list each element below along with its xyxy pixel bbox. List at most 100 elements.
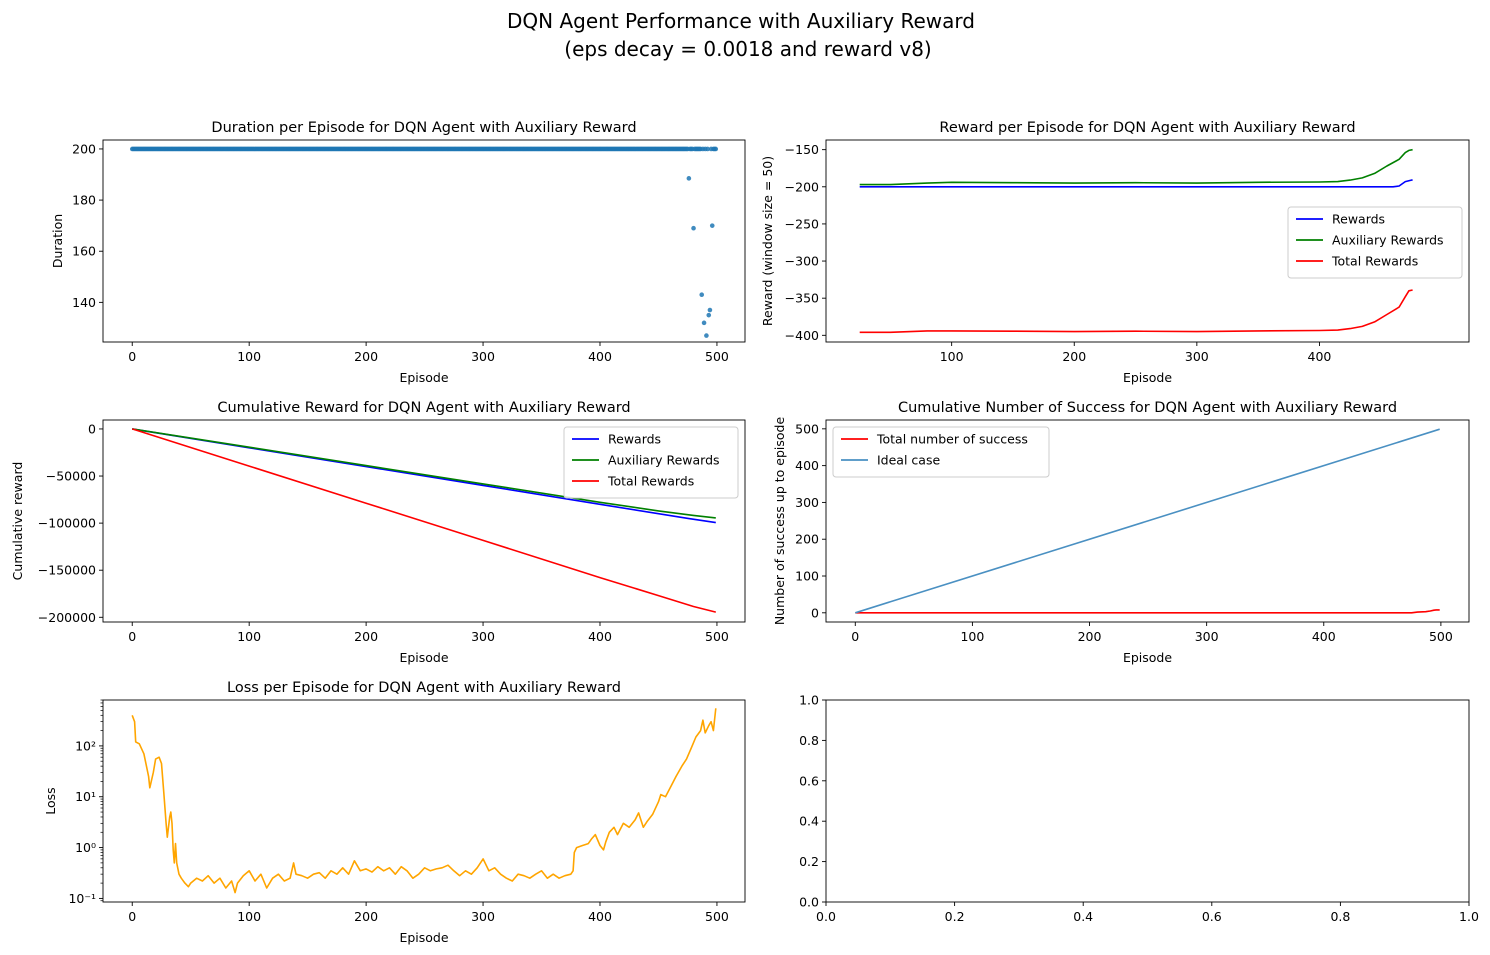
y-tick-label: 10⁰: [75, 840, 96, 855]
y-tick-label: 0.0: [799, 895, 819, 910]
legend: Total number of success Ideal case: [832, 426, 1050, 478]
x-tick-label: 400: [588, 349, 612, 364]
x-tick-label: 200: [354, 629, 378, 644]
scatter-point: [707, 307, 713, 313]
chart-cumulative-reward: Cumulative Reward for DQN Agent with Aux…: [10, 400, 746, 665]
axes-frame: [102, 139, 746, 343]
y-tick-label: −350: [785, 291, 819, 306]
figure-suptitle-line1: DQN Agent Performance with Auxiliary Rew…: [507, 9, 975, 33]
legend-box: [563, 426, 739, 499]
chart-title: Cumulative Reward for DQN Agent with Aux…: [217, 400, 630, 416]
scatter-point: [704, 333, 709, 338]
chart-empty: 0.0 0.2 0.4 0.6 0.8 1.0 0.0 0.2 0.4 0.6 0.8 1.0: [799, 693, 1479, 925]
legend: Rewards Auxiliary Rewards Total Rewards: [1287, 206, 1463, 279]
x-tick-label: 100: [237, 629, 261, 644]
scatter-point: [709, 223, 715, 228]
x-tick-label: 500: [705, 629, 729, 644]
x-axis-label: Episode: [399, 930, 448, 945]
y-tick-label: −400: [785, 328, 819, 343]
legend-label: Auxiliary Rewards: [608, 453, 720, 468]
x-tick-label: 100: [237, 909, 261, 924]
y-tick-label: 180: [72, 193, 96, 208]
series-line-rewards: [859, 179, 1413, 188]
chart-duration: Duration per Episode for DQN Agent with …: [50, 120, 746, 385]
x-tick-label: 300: [471, 629, 495, 644]
x-tick-label: 200: [354, 909, 378, 924]
series-line-auxiliary-rewards: [859, 148, 1413, 186]
scatter-point: [705, 146, 710, 152]
chart-title: Cumulative Number of Success for DQN Age…: [898, 400, 1397, 416]
axes-frame: [825, 139, 1470, 343]
y-tick-label: 0.8: [799, 733, 819, 748]
y-tick-label: 300: [795, 495, 819, 510]
scatter-point: [691, 225, 696, 231]
x-tick-label: 0: [851, 629, 859, 644]
x-tick-label: 400: [1308, 349, 1332, 364]
x-tick-label: 300: [1195, 629, 1219, 644]
chart-title: Reward per Episode for DQN Agent with Au…: [939, 120, 1355, 136]
y-axis-label: Reward (window size = 50): [760, 156, 775, 326]
legend-label: Ideal case: [877, 453, 940, 468]
y-axis-label: Cumulative reward: [10, 462, 25, 581]
chart-cumulative-success: Cumulative Number of Success for DQN Age…: [772, 400, 1470, 665]
y-axis-label: Number of success up to episode: [772, 417, 787, 626]
chart-loss: Loss per Episode for DQN Agent with Auxi…: [43, 680, 746, 945]
axes-frame: [825, 699, 1470, 903]
series-line-total-rewards: [859, 289, 1413, 334]
y-tick-label: 0: [88, 421, 96, 436]
x-tick-label: 0.6: [1202, 909, 1222, 924]
y-tick-label: 1.0: [799, 693, 819, 708]
y-tick-label: 400: [795, 458, 819, 473]
y-tick-label: −50000: [46, 469, 96, 484]
scatter-point: [686, 176, 692, 181]
x-tick-label: 500: [705, 349, 729, 364]
y-tick-label: 0: [811, 605, 819, 620]
plot-area: [859, 148, 1413, 334]
y-tick-label: 0.2: [799, 854, 819, 869]
y-tick-label: −300: [785, 254, 819, 269]
series-line-ideal-case: [855, 428, 1440, 614]
x-tick-label: 0.4: [1073, 909, 1093, 924]
legend-label: Rewards: [608, 432, 661, 447]
y-tick-label: 10⁻¹: [68, 891, 96, 906]
legend-label: Total Rewards: [607, 474, 694, 489]
y-tick-label: 200: [72, 141, 96, 156]
x-tick-label: 100: [960, 629, 984, 644]
x-tick-label: 300: [1185, 349, 1209, 364]
x-axis-label: Episode: [399, 370, 448, 385]
y-axis-label: Loss: [43, 787, 58, 814]
x-tick-label: 300: [471, 909, 495, 924]
y-tick-label: 500: [795, 421, 819, 436]
y-tick-label: 160: [72, 244, 96, 259]
chart-title: Loss per Episode for DQN Agent with Auxi…: [227, 680, 621, 696]
plot-area: [131, 428, 716, 613]
series-line-total-rewards: [131, 428, 716, 613]
x-tick-label: 200: [1062, 349, 1086, 364]
x-tick-label: 1.0: [1459, 909, 1479, 924]
x-tick-label: 300: [471, 349, 495, 364]
x-tick-label: 200: [354, 349, 378, 364]
scatter-point: [706, 312, 712, 318]
x-tick-label: 500: [705, 909, 729, 924]
x-tick-label: 100: [940, 349, 964, 364]
plot-area: [129, 146, 719, 338]
x-axis-label: Episode: [1123, 650, 1172, 665]
y-tick-label: 0.6: [799, 773, 819, 788]
scatter-point: [713, 146, 719, 152]
y-tick-label: −200000: [38, 610, 96, 625]
x-axis-label: Episode: [399, 650, 448, 665]
x-tick-label: 400: [588, 629, 612, 644]
x-tick-label: 100: [237, 349, 261, 364]
y-tick-label: 10²: [75, 738, 96, 753]
x-tick-label: 0.0: [816, 909, 836, 924]
plot-area: [131, 708, 717, 894]
x-tick-label: 500: [1429, 629, 1453, 644]
axes-frame: [825, 419, 1470, 623]
y-tick-label: −200: [785, 179, 819, 194]
series-line-total-number-of-success: [855, 609, 1440, 614]
y-tick-label: −250: [785, 216, 819, 231]
y-tick-label: −150: [785, 142, 819, 157]
x-tick-label: 400: [588, 909, 612, 924]
axes-frame: [102, 419, 746, 623]
